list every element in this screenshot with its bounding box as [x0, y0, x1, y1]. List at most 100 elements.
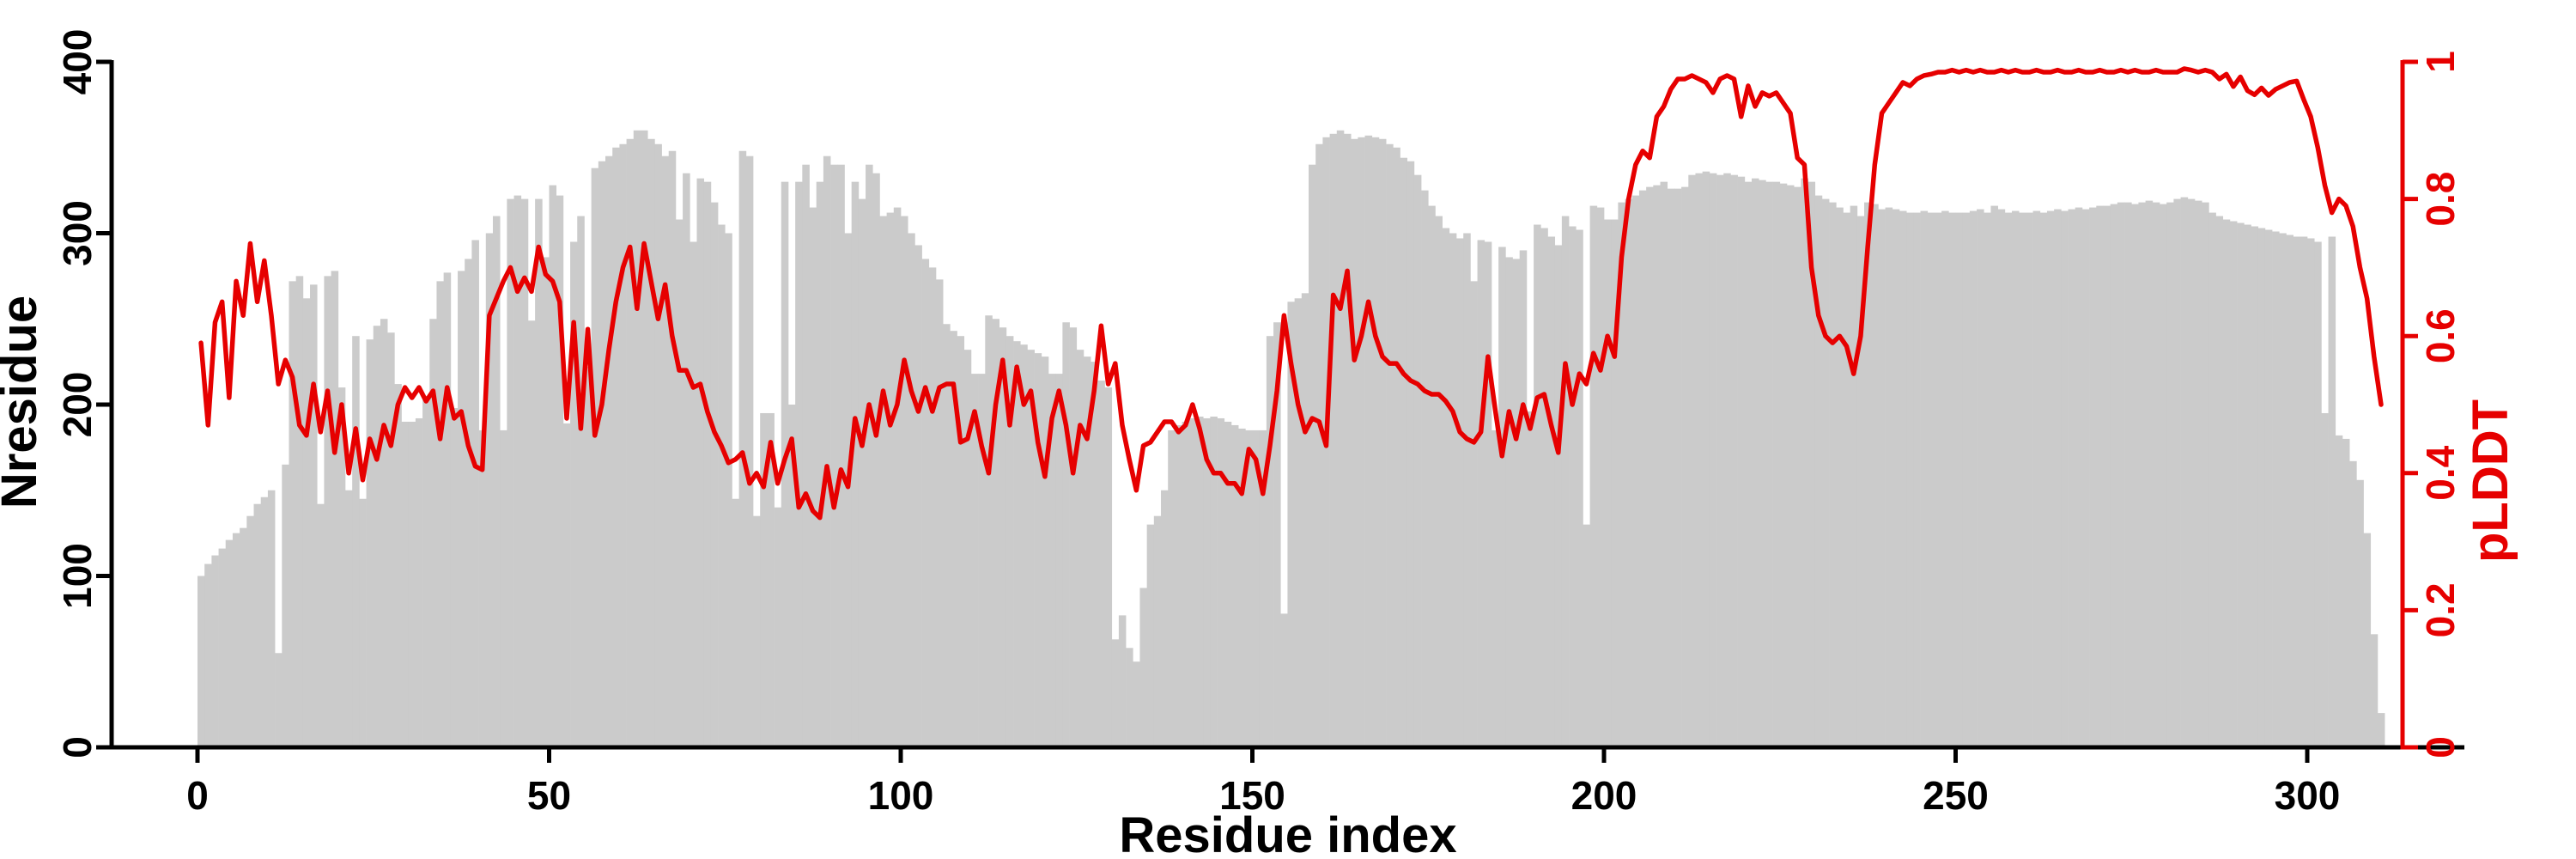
bar: [2194, 200, 2202, 748]
bar: [1660, 181, 1668, 747]
bar: [1245, 430, 1253, 747]
bar: [1498, 247, 1506, 748]
bar: [2370, 634, 2379, 747]
bar: [2173, 198, 2181, 748]
bar: [1336, 130, 1345, 748]
bar: [1638, 190, 1647, 748]
bar: [1252, 430, 1261, 747]
bar: [1378, 138, 1387, 747]
x-axis-title: Residue index: [1119, 807, 1456, 859]
bar: [324, 276, 331, 748]
bar: [197, 576, 205, 747]
bar: [1576, 229, 1583, 747]
bar: [2237, 222, 2245, 747]
bar: [1765, 181, 1773, 747]
bar: [893, 207, 902, 747]
bar: [1526, 411, 1534, 747]
bar: [240, 527, 247, 747]
bar: [1519, 250, 1528, 747]
bar: [1329, 133, 1338, 748]
bar: [921, 259, 930, 747]
bar: [1273, 322, 1281, 747]
bar: [458, 271, 465, 747]
bar: [1413, 174, 1422, 748]
bar: [1020, 344, 1028, 747]
bar: [1287, 302, 1295, 747]
bar: [654, 143, 662, 747]
bar: [443, 272, 452, 747]
bar: [2264, 229, 2273, 747]
bar: [1941, 210, 1949, 747]
bar: [738, 150, 747, 748]
bar: [647, 138, 655, 747]
bar: [471, 240, 479, 748]
bar: [1280, 613, 1288, 747]
bar: [999, 327, 1007, 747]
bar: [1034, 353, 1042, 747]
bar: [633, 130, 641, 748]
bar: [204, 564, 212, 747]
bar: [1955, 212, 1964, 747]
bar: [267, 490, 276, 747]
bar: [478, 430, 487, 747]
bar: [767, 412, 775, 747]
bar: [718, 224, 726, 747]
x-tick-label: 0: [186, 773, 209, 818]
bar: [851, 181, 860, 747]
bar: [886, 212, 895, 747]
bar: [795, 181, 803, 747]
bar: [2349, 460, 2357, 748]
bar: [2342, 438, 2350, 747]
x-tick-label: 250: [1923, 773, 1989, 818]
bar: [380, 319, 388, 747]
bar: [1484, 241, 1492, 748]
bar: [1737, 176, 1746, 747]
bar: [331, 271, 339, 747]
bar: [1406, 161, 1415, 747]
bar: [844, 233, 853, 747]
bar: [1111, 639, 1120, 748]
bar: [1386, 143, 1394, 747]
bar: [774, 507, 782, 747]
bar: [675, 219, 683, 748]
bar: [1315, 143, 1323, 747]
bar: [1041, 356, 1049, 747]
bar: [387, 332, 395, 747]
bar: [1449, 233, 1457, 747]
y-axis-right-title: pLDDT: [2463, 399, 2518, 563]
bar: [1435, 216, 1443, 748]
bar: [465, 259, 472, 747]
bar: [1583, 524, 1590, 747]
bar: [1786, 185, 1795, 747]
y-right-tick-label: 0.2: [2418, 582, 2463, 637]
bar: [1589, 205, 1598, 747]
bar: [2054, 209, 2062, 747]
bar: [289, 281, 297, 747]
bar: [450, 407, 459, 747]
bar: [753, 515, 761, 747]
bar: [2026, 212, 2033, 747]
bar: [935, 279, 944, 747]
y-right-tick-label: 0.6: [2418, 308, 2463, 363]
bar: [1301, 293, 1309, 747]
bar: [970, 374, 979, 747]
x-tick-label: 150: [1219, 773, 1285, 818]
bar: [858, 198, 866, 748]
bar: [1885, 207, 1893, 747]
bar: [520, 198, 529, 748]
bar: [2314, 241, 2322, 748]
bar: [963, 350, 972, 747]
bar: [1997, 209, 2006, 747]
bar: [2138, 202, 2146, 748]
y-axis-left-ticks: 0 100 200 300 400: [55, 29, 112, 758]
y-left-tick-label: 400: [55, 29, 100, 95]
bar: [2145, 200, 2154, 748]
bar: [1139, 588, 1147, 747]
bar: [1266, 336, 1274, 747]
bar: [1104, 387, 1113, 747]
bar: [1604, 219, 1612, 748]
bar: [1625, 198, 1633, 748]
bar: [1688, 174, 1696, 748]
bar: [2377, 713, 2385, 747]
bar: [373, 326, 381, 747]
